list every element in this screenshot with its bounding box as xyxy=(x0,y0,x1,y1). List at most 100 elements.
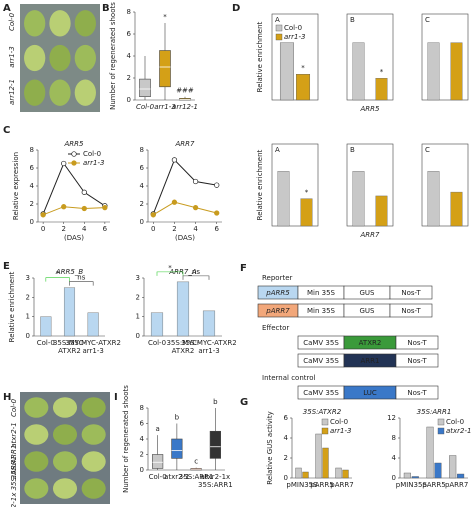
y-axis-label: Relative enrichment xyxy=(8,271,16,342)
x-axis-label: (DAS) xyxy=(64,234,84,242)
bracket xyxy=(156,271,184,276)
box xyxy=(139,78,151,97)
y-tick-label: 2 xyxy=(140,200,144,208)
series-line xyxy=(152,158,217,215)
y-tick-label: 4 xyxy=(127,52,132,60)
annotation: ### xyxy=(176,87,194,95)
x-tick-label: 35S:MYC- xyxy=(53,339,87,347)
legend-swatch xyxy=(321,427,329,435)
point xyxy=(81,205,87,212)
section-title: Effector xyxy=(262,324,289,332)
x-tick-label: 35S:MYC-ATXR2 xyxy=(65,339,121,347)
panel-label: A xyxy=(3,3,11,14)
chart-title: ARR5 xyxy=(64,140,85,148)
plantlet xyxy=(74,10,96,37)
point xyxy=(61,204,67,210)
bar xyxy=(450,42,463,101)
series-line xyxy=(42,206,105,216)
bar xyxy=(426,426,434,479)
plantlet xyxy=(52,451,78,472)
x-tick-label: pMIN35S xyxy=(286,481,318,489)
plantlet xyxy=(49,10,71,37)
y-tick-label: 2 xyxy=(26,293,30,301)
bar xyxy=(300,198,313,227)
bar xyxy=(352,171,365,227)
bar xyxy=(63,287,76,337)
panel-label: D xyxy=(232,3,240,14)
bar xyxy=(315,433,322,479)
legend-marker xyxy=(71,160,77,166)
bar xyxy=(427,42,440,101)
bar xyxy=(457,473,465,479)
plantlet xyxy=(24,79,46,106)
x-tick-label: arr1-3 xyxy=(82,347,103,355)
x-tick-label: pARR7 xyxy=(445,481,468,489)
chart-title: C xyxy=(425,146,430,154)
chart-title: B xyxy=(350,16,355,24)
construct-label: CaMV 35S xyxy=(303,389,339,397)
chart-title: C xyxy=(425,16,430,24)
x-tick-label: 6 xyxy=(214,225,219,233)
y-tick-label: 1 xyxy=(136,313,140,321)
panel-label: I xyxy=(114,392,118,403)
construct-label: Nos-T xyxy=(407,339,427,347)
legend-label: Col-0 xyxy=(330,418,348,426)
plantlet xyxy=(24,478,49,499)
y-tick-label: 8 xyxy=(127,8,131,16)
bar xyxy=(176,281,190,337)
bracket xyxy=(182,275,210,280)
legend-swatch xyxy=(437,418,445,426)
box xyxy=(171,438,183,459)
bracket xyxy=(45,277,70,282)
bracket-label: ns xyxy=(192,268,200,276)
panel-label: B xyxy=(102,3,110,14)
point xyxy=(192,204,199,211)
plantlet xyxy=(81,451,106,472)
annotation: * xyxy=(301,64,305,72)
legend-swatch xyxy=(275,33,283,41)
y-tick-label: 0 xyxy=(26,332,30,340)
plantlet xyxy=(81,397,106,418)
legend-marker xyxy=(71,151,77,157)
plantlet xyxy=(49,44,71,72)
x-tick-label: ATXR2 xyxy=(58,347,81,355)
y-axis-label: Relative GUS activity xyxy=(266,411,274,484)
chart-title: B xyxy=(350,146,355,154)
point xyxy=(150,212,156,218)
bar xyxy=(450,191,463,227)
series-line xyxy=(42,162,106,215)
plantlet xyxy=(81,424,106,445)
x-tick-label: arr1-3 xyxy=(198,347,219,355)
construct-label: Min 35S xyxy=(307,307,336,315)
x-tick-label: pMIN35S xyxy=(396,481,428,489)
series-line xyxy=(153,201,217,216)
x-tick-label: pARR5 xyxy=(310,481,333,489)
plantlet xyxy=(81,478,106,499)
construct-label: ATXR2 xyxy=(359,339,382,347)
chart-title: ARR5_B xyxy=(55,268,83,276)
legend-label: arr1-3 xyxy=(83,159,104,167)
row-label: atxr2-1x 35S:ARR1 xyxy=(10,456,18,507)
legend-label: arr1-3 xyxy=(284,33,305,41)
plantlet xyxy=(49,79,71,106)
bar xyxy=(202,310,216,337)
row-label: arr12-1 xyxy=(8,79,16,105)
y-tick-label: 0 xyxy=(127,96,131,104)
construct-part xyxy=(395,353,439,368)
bracket xyxy=(69,281,94,286)
annotation: * xyxy=(305,189,309,197)
bar xyxy=(322,447,329,479)
construct-part xyxy=(395,335,439,350)
construct-label: pARR5 xyxy=(265,289,290,297)
panel-label: E xyxy=(3,261,10,272)
construct-label: GUS xyxy=(360,307,376,315)
y-tick-label: 3 xyxy=(26,274,30,282)
plot-frame xyxy=(346,143,394,227)
y-tick-label: 0 xyxy=(140,466,144,474)
y-tick-label: 0 xyxy=(140,218,144,226)
y-tick-label: 6 xyxy=(140,164,145,172)
y-tick-label: 1 xyxy=(26,313,30,321)
y-tick-label: 12 xyxy=(387,414,396,422)
plantlet xyxy=(52,424,78,445)
